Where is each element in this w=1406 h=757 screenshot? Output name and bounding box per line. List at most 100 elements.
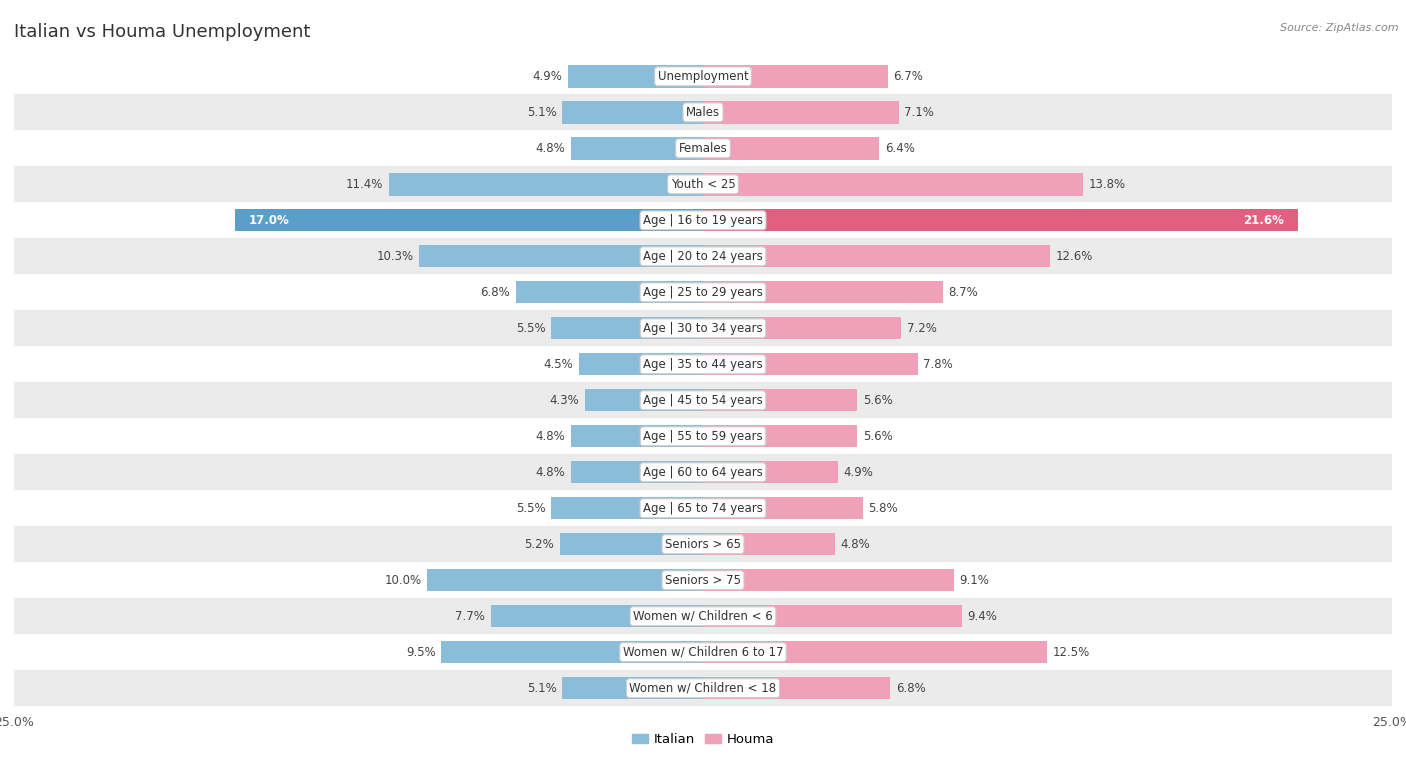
Bar: [14, 167, 1392, 202]
Bar: [571, 137, 703, 160]
Text: Males: Males: [686, 106, 720, 119]
Bar: [441, 641, 703, 663]
Text: Age | 55 to 59 years: Age | 55 to 59 years: [643, 430, 763, 443]
Text: 4.8%: 4.8%: [536, 142, 565, 155]
Bar: [703, 209, 1298, 232]
Bar: [703, 353, 918, 375]
Bar: [516, 281, 703, 304]
Text: 7.8%: 7.8%: [924, 358, 953, 371]
Text: Source: ZipAtlas.com: Source: ZipAtlas.com: [1281, 23, 1399, 33]
Text: 9.1%: 9.1%: [959, 574, 990, 587]
Bar: [235, 209, 703, 232]
Text: Italian vs Houma Unemployment: Italian vs Houma Unemployment: [14, 23, 311, 41]
Bar: [560, 533, 703, 556]
Bar: [14, 454, 1392, 491]
Text: 6.4%: 6.4%: [884, 142, 915, 155]
Text: 5.5%: 5.5%: [516, 502, 546, 515]
Text: 4.8%: 4.8%: [536, 466, 565, 478]
Bar: [703, 173, 1083, 195]
Bar: [703, 569, 953, 591]
Text: Age | 65 to 74 years: Age | 65 to 74 years: [643, 502, 763, 515]
Text: Unemployment: Unemployment: [658, 70, 748, 83]
Bar: [14, 58, 1392, 95]
Bar: [703, 245, 1050, 267]
Text: Seniors > 65: Seniors > 65: [665, 537, 741, 551]
Bar: [703, 317, 901, 339]
Bar: [419, 245, 703, 267]
Bar: [389, 173, 703, 195]
Bar: [585, 389, 703, 412]
Bar: [703, 497, 863, 519]
Text: 12.6%: 12.6%: [1056, 250, 1092, 263]
Bar: [571, 425, 703, 447]
Bar: [703, 533, 835, 556]
Text: Females: Females: [679, 142, 727, 155]
Bar: [562, 677, 703, 699]
Bar: [14, 202, 1392, 238]
Text: Age | 16 to 19 years: Age | 16 to 19 years: [643, 213, 763, 227]
Bar: [703, 461, 838, 484]
Text: Age | 20 to 24 years: Age | 20 to 24 years: [643, 250, 763, 263]
Text: 5.1%: 5.1%: [527, 106, 557, 119]
Bar: [14, 346, 1392, 382]
Bar: [14, 382, 1392, 419]
Text: Youth < 25: Youth < 25: [671, 178, 735, 191]
Bar: [703, 677, 890, 699]
Text: Age | 60 to 64 years: Age | 60 to 64 years: [643, 466, 763, 478]
Bar: [703, 137, 879, 160]
Text: 6.7%: 6.7%: [893, 70, 922, 83]
Bar: [14, 238, 1392, 274]
Bar: [703, 389, 858, 412]
Bar: [14, 95, 1392, 130]
Bar: [551, 497, 703, 519]
Text: 4.9%: 4.9%: [533, 70, 562, 83]
Text: 9.5%: 9.5%: [406, 646, 436, 659]
Text: Age | 25 to 29 years: Age | 25 to 29 years: [643, 286, 763, 299]
Text: 9.4%: 9.4%: [967, 609, 997, 623]
Bar: [14, 491, 1392, 526]
Bar: [14, 670, 1392, 706]
Bar: [579, 353, 703, 375]
Text: 5.1%: 5.1%: [527, 682, 557, 695]
Text: 21.6%: 21.6%: [1243, 213, 1285, 227]
Text: 5.6%: 5.6%: [863, 394, 893, 407]
Bar: [491, 605, 703, 628]
Bar: [562, 101, 703, 123]
Text: Age | 30 to 34 years: Age | 30 to 34 years: [643, 322, 763, 335]
Bar: [571, 461, 703, 484]
Text: 5.8%: 5.8%: [869, 502, 898, 515]
Bar: [551, 317, 703, 339]
Legend: Italian, Houma: Italian, Houma: [627, 727, 779, 751]
Bar: [14, 130, 1392, 167]
Bar: [14, 419, 1392, 454]
Text: Age | 45 to 54 years: Age | 45 to 54 years: [643, 394, 763, 407]
Bar: [14, 310, 1392, 346]
Text: 17.0%: 17.0%: [249, 213, 290, 227]
Bar: [703, 65, 887, 88]
Bar: [14, 526, 1392, 562]
Text: 4.9%: 4.9%: [844, 466, 873, 478]
Text: 5.5%: 5.5%: [516, 322, 546, 335]
Bar: [14, 634, 1392, 670]
Bar: [568, 65, 703, 88]
Text: 4.3%: 4.3%: [550, 394, 579, 407]
Text: 4.8%: 4.8%: [536, 430, 565, 443]
Bar: [703, 281, 943, 304]
Text: Women w/ Children < 18: Women w/ Children < 18: [630, 682, 776, 695]
Text: 4.8%: 4.8%: [841, 537, 870, 551]
Bar: [14, 562, 1392, 598]
Text: Women w/ Children < 6: Women w/ Children < 6: [633, 609, 773, 623]
Text: 7.7%: 7.7%: [456, 609, 485, 623]
Text: 4.5%: 4.5%: [544, 358, 574, 371]
Bar: [703, 605, 962, 628]
Bar: [427, 569, 703, 591]
Text: 7.2%: 7.2%: [907, 322, 936, 335]
Text: 6.8%: 6.8%: [896, 682, 925, 695]
Text: 13.8%: 13.8%: [1088, 178, 1126, 191]
Bar: [14, 274, 1392, 310]
Bar: [703, 101, 898, 123]
Text: 11.4%: 11.4%: [346, 178, 384, 191]
Bar: [703, 641, 1047, 663]
Text: Age | 35 to 44 years: Age | 35 to 44 years: [643, 358, 763, 371]
Text: 5.6%: 5.6%: [863, 430, 893, 443]
